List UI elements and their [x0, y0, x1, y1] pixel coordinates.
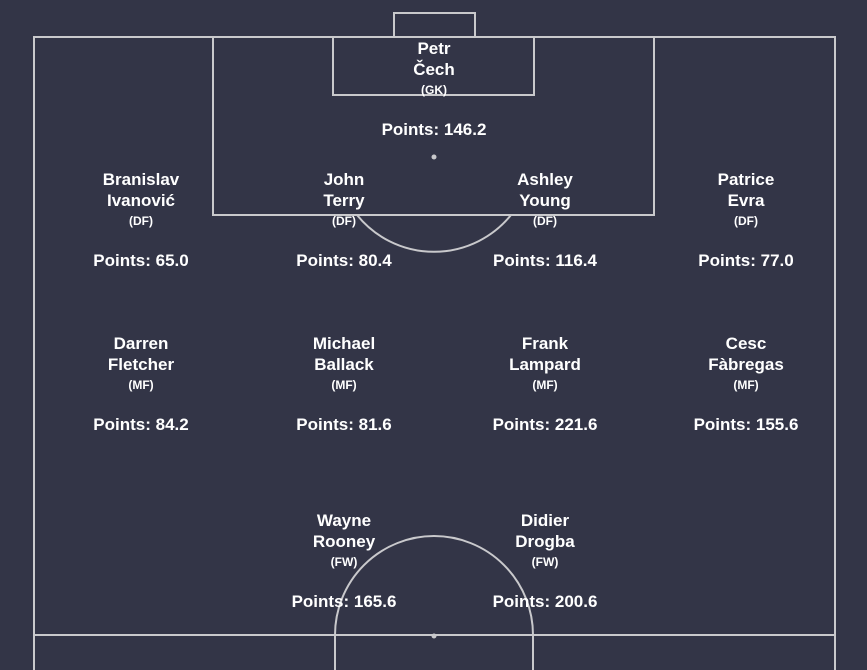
player-points: Points: 77.0	[698, 251, 794, 270]
player-card-terry: John Terry (DF) Points: 80.4	[264, 169, 424, 271]
player-first-name: Darren	[113, 334, 169, 353]
player-card-drogba: Didier Drogba (FW) Points: 200.6	[465, 510, 625, 612]
player-card-fabregas: Cesc Fàbregas (MF) Points: 155.6	[666, 333, 826, 435]
player-first-name: John	[323, 170, 365, 189]
goal	[393, 12, 476, 38]
player-position: (MF)	[331, 378, 357, 392]
player-first-name: Ashley	[517, 170, 573, 189]
player-position: (MF)	[733, 378, 759, 392]
center-circle	[334, 535, 534, 670]
player-first-name: Cesc	[725, 334, 767, 353]
player-last-name: Fletcher	[107, 355, 175, 374]
player-card-evra: Patrice Evra (DF) Points: 77.0	[666, 169, 826, 271]
player-position: (FW)	[531, 555, 559, 569]
player-first-name: Patrice	[717, 170, 775, 189]
player-first-name: Frank	[521, 334, 569, 353]
player-card-lampard: Frank Lampard (MF) Points: 221.6	[465, 333, 625, 435]
player-last-name: Evra	[727, 191, 765, 210]
player-position: (DF)	[129, 214, 153, 228]
player-points: Points: 84.2	[93, 415, 189, 434]
player-first-name: Petr	[417, 39, 451, 58]
player-last-name: Lampard	[509, 355, 581, 374]
player-last-name: Čech	[413, 60, 455, 79]
player-first-name: Branislav	[102, 170, 180, 189]
penalty-spot	[431, 154, 437, 160]
penalty-arc	[356, 214, 512, 253]
player-last-name: Ballack	[314, 355, 374, 374]
goal-area	[332, 36, 535, 96]
player-points: Points: 116.4	[493, 251, 597, 270]
player-points: Points: 200.6	[492, 592, 598, 611]
player-position: (DF)	[734, 214, 758, 228]
player-last-name: Ivanović	[106, 191, 176, 210]
player-last-name: Terry	[323, 191, 365, 210]
player-points: Points: 80.4	[296, 251, 392, 270]
player-first-name: Wayne	[316, 511, 372, 530]
player-card-fletcher: Darren Fletcher (MF) Points: 84.2	[61, 333, 221, 435]
player-points: Points: 165.6	[291, 592, 397, 611]
player-position: (MF)	[128, 378, 154, 392]
player-position: (FW)	[330, 555, 358, 569]
player-card-ivanovic: Branislav Ivanović (DF) Points: 65.0	[61, 169, 221, 271]
player-position: (GK)	[421, 83, 447, 97]
player-points: Points: 146.2	[381, 120, 487, 139]
player-points: Points: 81.6	[296, 415, 392, 434]
player-points: Points: 155.6	[693, 415, 799, 434]
player-card-rooney: Wayne Rooney (FW) Points: 165.6	[264, 510, 424, 612]
player-points: Points: 65.0	[93, 251, 189, 270]
player-position: (DF)	[533, 214, 557, 228]
player-card-cech: Petr Čech (GK) Points: 146.2	[354, 38, 514, 140]
player-points: Points: 221.6	[492, 415, 598, 434]
player-last-name: Rooney	[312, 532, 376, 551]
player-last-name: Drogba	[515, 532, 575, 551]
player-position: (MF)	[532, 378, 558, 392]
player-last-name: Fàbregas	[708, 355, 784, 374]
player-first-name: Didier	[520, 511, 570, 530]
player-first-name: Michael	[312, 334, 376, 353]
player-position: (DF)	[332, 214, 356, 228]
player-last-name: Young	[519, 191, 571, 210]
center-spot	[431, 633, 437, 639]
player-card-young: Ashley Young (DF) Points: 116.4	[465, 169, 625, 271]
player-card-ballack: Michael Ballack (MF) Points: 81.6	[264, 333, 424, 435]
